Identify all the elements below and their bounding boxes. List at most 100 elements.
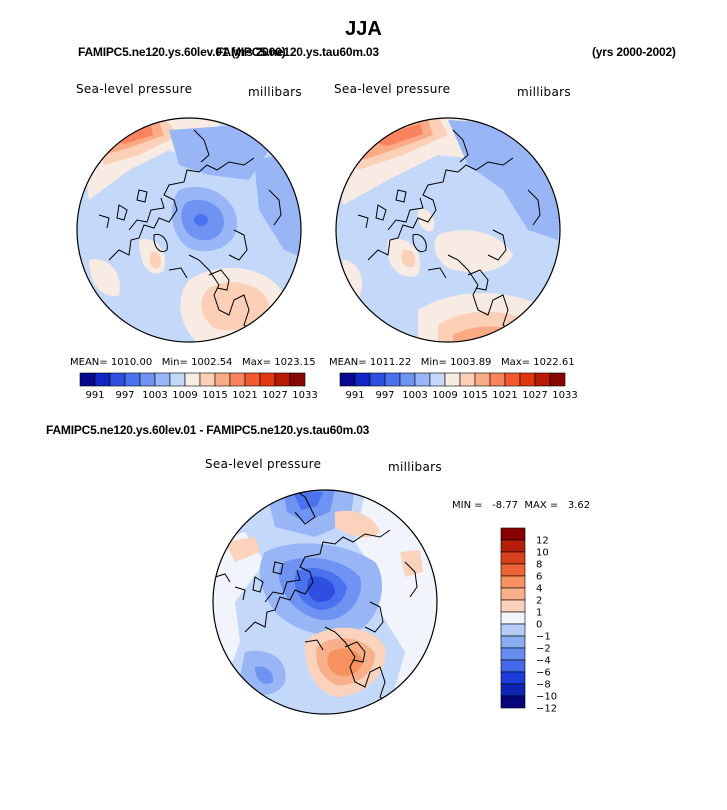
diff-colorbar-swatch — [500, 671, 526, 685]
diff-colorbar-tick-label: −10 — [536, 692, 557, 703]
figure-title: JJA — [345, 18, 382, 40]
panel1-colorbar-swatch — [184, 372, 201, 387]
diff-variable-label: Sea-level pressure — [205, 457, 322, 471]
panel2-colorbar-tick-label: 1009 — [432, 390, 457, 401]
panel2-colorbar-swatch — [474, 372, 491, 387]
panel1-colorbar-tick-label: 991 — [85, 390, 104, 401]
diff-min-value: -8.77 — [492, 500, 519, 511]
diff-colorbar-tick-label: 1 — [536, 608, 542, 619]
diff-units-label: millibars — [388, 460, 442, 474]
panel2-variable-label: Sea-level pressure — [334, 82, 451, 96]
panel2-colorbar-swatch — [534, 372, 551, 387]
diff-colorbar-swatch — [500, 623, 526, 637]
panel2-colorbar-swatch — [504, 372, 521, 387]
panel2-colorbar-swatch — [444, 372, 461, 387]
panel1-colorbar: 991 997 1003 1009 1015 1021 1027 1033 — [79, 372, 318, 401]
diff-colorbar-swatch — [500, 635, 526, 649]
panel1-mean-label: MEAN= — [70, 357, 108, 368]
diff-min-label: MIN = — [452, 500, 483, 511]
panel2-colorbar-swatch — [489, 372, 506, 387]
panel1-colorbar-tick-label: 1033 — [292, 390, 317, 401]
panel1-colorbar-swatch — [109, 372, 126, 387]
panel1-colorbar-swatch — [169, 372, 186, 387]
panel1-colorbar-tick-label: 1009 — [172, 390, 197, 401]
diff-max-value: 3.62 — [567, 500, 591, 511]
panel2-colorbar-swatch — [459, 372, 476, 387]
diff-colorbar-tick-label: −2 — [536, 644, 551, 655]
diff-colorbar-tick-label: −12 — [536, 704, 557, 715]
right-case-subtitle: FAMIPC5.ne120.ys.tau60m.03 — [216, 45, 379, 59]
diff-colorbar-swatch — [500, 527, 526, 541]
diff-colorbar-tick-label: 4 — [536, 584, 542, 595]
panel2-units-label: millibars — [517, 85, 571, 99]
panel2-colorbar-tick-label: 1021 — [492, 390, 517, 401]
panel1-colorbar-swatch — [274, 372, 291, 387]
panel2-colorbar-swatch — [339, 372, 356, 387]
panel1-polar-map — [76, 117, 302, 343]
panel2-colorbar: 991 997 1003 1009 1015 1021 1027 1033 — [339, 372, 578, 401]
panel1-colorbar-swatch — [154, 372, 171, 387]
panel2-colorbar-swatch — [549, 372, 566, 387]
diff-colorbar-swatch — [500, 539, 526, 553]
panel2-colorbar-swatch — [354, 372, 371, 387]
diff-colorbar-tick-label: −4 — [536, 656, 551, 667]
panel1-stats: MEAN= 1010.00 Min= 1002.54 Max= 1023.15 — [70, 357, 316, 368]
panel2-colorbar-tick-label: 1027 — [522, 390, 547, 401]
panel1-colorbar-swatch — [244, 372, 261, 387]
panel1-colorbar-swatch — [79, 372, 96, 387]
panel1-colorbar-swatch — [259, 372, 276, 387]
panel1-variable-label: Sea-level pressure — [76, 82, 193, 96]
panel1-min-label: Min= — [161, 357, 188, 368]
panel1-colorbar-swatch — [229, 372, 246, 387]
panel2-colorbar-swatch — [384, 372, 401, 387]
panel1-colorbar-tick-label: 1027 — [262, 390, 287, 401]
panel2-mean-value: 1011.22 — [369, 357, 412, 368]
panel2-colorbar-swatch — [414, 372, 431, 387]
panel2-colorbar-swatch — [369, 372, 386, 387]
panel2-stats: MEAN= 1011.22 Min= 1003.89 Max= 1022.61 — [329, 357, 575, 368]
diff-colorbar-swatch — [500, 659, 526, 673]
diff-colorbar-tick-label: 6 — [536, 572, 542, 583]
diff-colorbar-swatch — [500, 587, 526, 601]
panel1-colorbar-tick-label: 997 — [115, 390, 134, 401]
panel1-colorbar-swatch — [94, 372, 111, 387]
panel2-polar-map — [335, 117, 561, 343]
diff-colorbar-swatch — [500, 575, 526, 589]
diff-colorbar-swatch — [500, 551, 526, 565]
diff-colorbar-swatch — [500, 563, 526, 577]
panel1-colorbar-swatch — [214, 372, 231, 387]
panel1-max-label: Max= — [241, 357, 272, 368]
diff-colorbar-tick-label: −8 — [536, 680, 551, 691]
panel2-max-value: 1022.61 — [533, 357, 575, 368]
diff-subtitle: FAMIPC5.ne120.ys.60lev.01 - FAMIPC5.ne12… — [46, 423, 370, 437]
panel1-units-label: millibars — [248, 85, 302, 99]
panel2-min-value: 1003.89 — [450, 357, 492, 368]
panel2-colorbar-tick-label: 1033 — [552, 390, 577, 401]
diff-colorbar-swatch — [500, 695, 526, 709]
diff-colorbar-swatch — [500, 647, 526, 661]
panel1-mean-value: 1010.00 — [110, 357, 153, 368]
panel1-colorbar-tick-label: 1003 — [142, 390, 167, 401]
diff-colorbar-tick-label: 2 — [536, 596, 542, 607]
diff-colorbar-swatch — [500, 611, 526, 625]
panel1-colorbar-swatch — [124, 372, 141, 387]
left-case-subtitle: FAMIPC5.ne120.ys.60lev.01 (yrs 2000) — [78, 45, 286, 59]
panel2-mean-label: MEAN= — [329, 357, 367, 368]
panel2-colorbar-tick-label: 1015 — [462, 390, 487, 401]
years-label: (yrs 2000-2002) — [592, 45, 676, 59]
diff-colorbar-tick-label: 10 — [536, 548, 549, 559]
panel2-min-label: Min= — [420, 357, 447, 368]
panel2-colorbar-swatch — [519, 372, 536, 387]
panel2-colorbar-tick-label: 1003 — [402, 390, 427, 401]
diff-colorbar-tick-label: 0 — [536, 620, 542, 631]
panel1-colorbar-tick-label: 1021 — [232, 390, 257, 401]
panel1-min-value: 1002.54 — [191, 357, 233, 368]
panel2-colorbar-swatch — [399, 372, 416, 387]
panel1-colorbar-swatch — [139, 372, 156, 387]
panel1-colorbar-swatch — [199, 372, 216, 387]
panel2-colorbar-tick-label: 991 — [345, 390, 364, 401]
diff-polar-map — [212, 489, 438, 715]
diff-colorbar-swatch — [500, 683, 526, 697]
panel1-max-value: 1023.15 — [274, 357, 316, 368]
